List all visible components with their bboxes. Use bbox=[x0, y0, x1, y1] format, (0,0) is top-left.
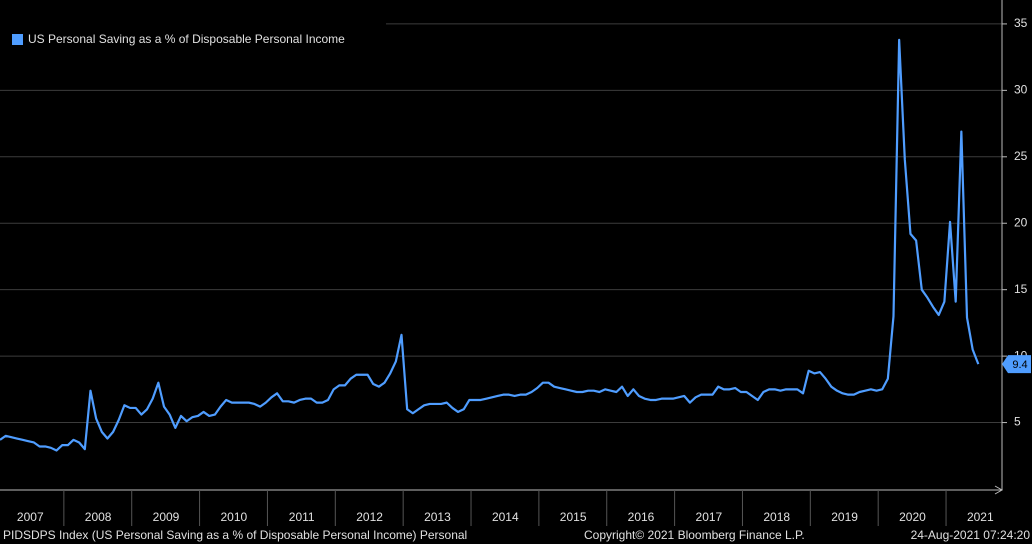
last-value-label: 9.4 bbox=[1012, 359, 1027, 371]
x-tick-label: 2007 bbox=[17, 510, 44, 524]
x-tick-label: 2009 bbox=[153, 510, 180, 524]
x-tick-label: 2010 bbox=[221, 510, 248, 524]
y-tick-label: 25 bbox=[1014, 149, 1028, 163]
x-tick-label: 2017 bbox=[696, 510, 723, 524]
series-line bbox=[0, 38, 980, 452]
y-tick-label: 30 bbox=[1014, 83, 1028, 97]
y-tick-label: 35 bbox=[1014, 16, 1028, 30]
y-tick-label: 20 bbox=[1014, 215, 1028, 229]
plot bbox=[0, 38, 980, 452]
legend-box bbox=[0, 20, 386, 62]
x-tick-label: 2012 bbox=[356, 510, 383, 524]
x-tick-label: 2016 bbox=[628, 510, 655, 524]
y-tick-label: 5 bbox=[1014, 415, 1021, 429]
last-value-tag bbox=[1002, 355, 1031, 374]
x-tick-label: 2011 bbox=[289, 510, 315, 524]
y-tick-label: 15 bbox=[1014, 282, 1028, 296]
x-tick-label: 2014 bbox=[492, 510, 519, 524]
legend-label: US Personal Saving as a % of Disposable … bbox=[28, 32, 345, 46]
x-tick-label: 2008 bbox=[85, 510, 112, 524]
footer-left: PIDSDPS Index (US Personal Saving as a %… bbox=[3, 528, 467, 542]
legend: US Personal Saving as a % of Disposable … bbox=[0, 20, 386, 62]
x-tick-label: 2020 bbox=[899, 510, 926, 524]
x-tick-label: 2021 bbox=[967, 510, 994, 524]
x-tick-label: 2019 bbox=[831, 510, 858, 524]
x-tick-label: 2015 bbox=[560, 510, 587, 524]
x-tick-label: 2013 bbox=[424, 510, 451, 524]
axis-arrow bbox=[994, 485, 1004, 495]
legend-swatch bbox=[12, 34, 23, 45]
footer-right: 24-Aug-2021 07:24:20 bbox=[911, 528, 1031, 542]
x-tick-label: 2018 bbox=[763, 510, 790, 524]
footer-center: Copyright© 2021 Bloomberg Finance L.P. bbox=[584, 528, 805, 542]
